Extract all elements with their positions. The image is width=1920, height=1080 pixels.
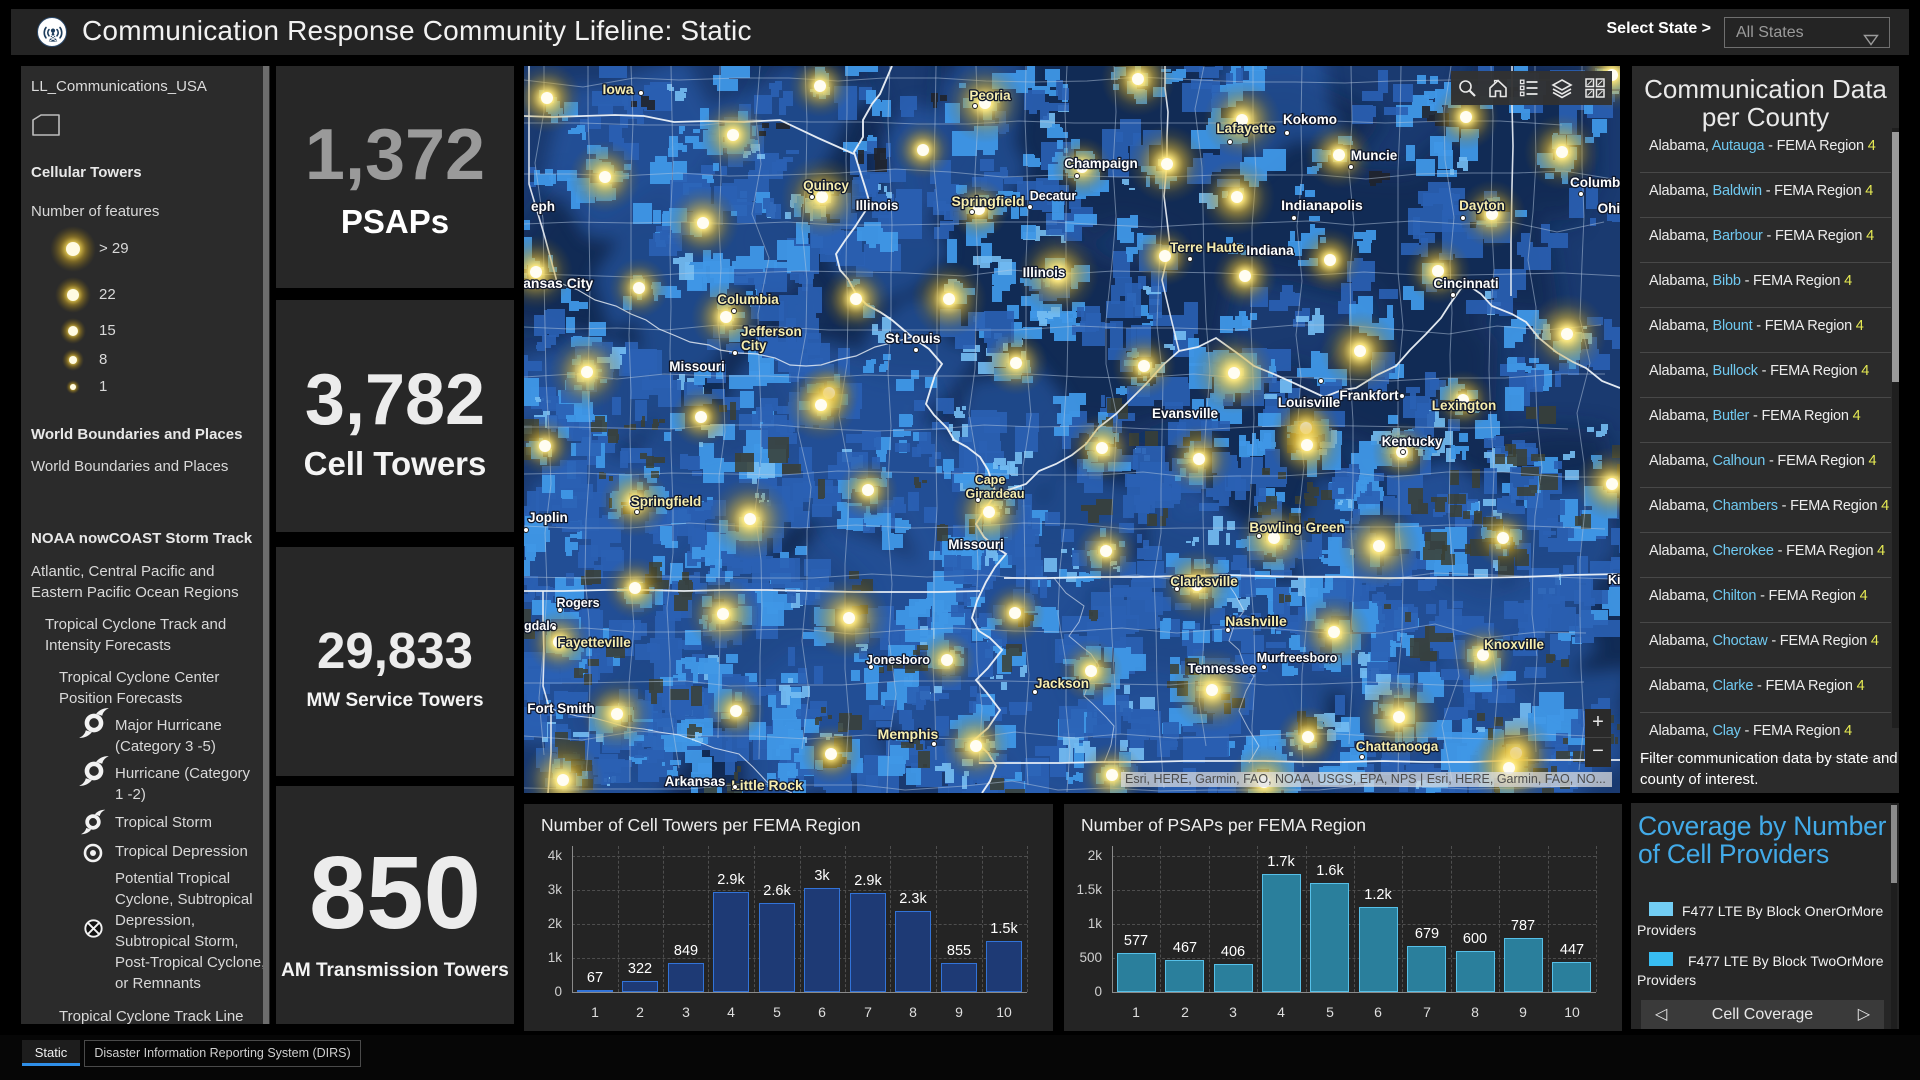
- svg-text:Iowa: Iowa: [602, 81, 633, 97]
- svg-text:eph: eph: [531, 199, 555, 214]
- svg-text:Arkansas: Arkansas: [665, 774, 726, 789]
- svg-text:Missouri: Missouri: [669, 359, 725, 374]
- svg-text:Indiana: Indiana: [1246, 243, 1294, 258]
- svg-text:Missouri: Missouri: [948, 537, 1004, 552]
- svg-text:Fayetteville: Fayetteville: [557, 635, 631, 650]
- svg-text:Kansas City: Kansas City: [524, 275, 593, 291]
- svg-text:Muncie: Muncie: [1351, 148, 1398, 163]
- svg-text:Columbus: Columbus: [1570, 175, 1620, 190]
- svg-text:Kentucky: Kentucky: [1382, 434, 1443, 449]
- svg-text:Terre Haute: Terre Haute: [1170, 240, 1245, 255]
- svg-text:Indianapolis: Indianapolis: [1281, 197, 1363, 213]
- svg-text:Little Rock: Little Rock: [731, 777, 803, 793]
- svg-text:Cincinnati: Cincinnati: [1433, 276, 1498, 291]
- svg-text:Springfield: Springfield: [631, 494, 702, 509]
- svg-text:Ohio: Ohio: [1598, 201, 1620, 216]
- svg-text:Lexington: Lexington: [1432, 398, 1497, 413]
- svg-text:Illinois: Illinois: [856, 198, 899, 213]
- svg-text:Tennessee: Tennessee: [1188, 661, 1257, 676]
- svg-text:Bowling Green: Bowling Green: [1249, 520, 1344, 535]
- svg-text:Decatur: Decatur: [1030, 189, 1077, 203]
- svg-text:St Louis: St Louis: [885, 330, 940, 346]
- svg-text:Girardeau: Girardeau: [965, 487, 1024, 501]
- svg-text:Jonesboro: Jonesboro: [866, 653, 930, 667]
- svg-text:Kingsp: Kingsp: [1608, 573, 1620, 587]
- svg-text:gdale: gdale: [524, 619, 557, 633]
- svg-text:Memphis: Memphis: [878, 726, 939, 742]
- svg-text:Chattanooga: Chattanooga: [1356, 739, 1439, 754]
- svg-text:Lafayette: Lafayette: [1216, 121, 1276, 136]
- svg-text:Jackson: Jackson: [1035, 676, 1089, 691]
- svg-text:Columbia: Columbia: [717, 292, 779, 307]
- svg-text:Murfreesboro: Murfreesboro: [1257, 651, 1338, 665]
- svg-text:Jefferson: Jefferson: [741, 324, 802, 339]
- svg-text:City: City: [741, 338, 767, 353]
- svg-text:Illinois: Illinois: [1023, 265, 1066, 280]
- svg-text:Rogers: Rogers: [556, 596, 599, 610]
- svg-text:Kokomo: Kokomo: [1283, 112, 1337, 127]
- svg-text:Nashville: Nashville: [1225, 613, 1287, 629]
- svg-text:Champaign: Champaign: [1064, 156, 1138, 171]
- svg-text:Knoxville: Knoxville: [1484, 637, 1545, 652]
- svg-text:Peoria: Peoria: [969, 88, 1011, 103]
- svg-text:Clarksville: Clarksville: [1170, 574, 1238, 589]
- svg-text:Evansville: Evansville: [1152, 406, 1219, 421]
- svg-text:Dayton: Dayton: [1459, 198, 1505, 213]
- svg-text:Frankfort: Frankfort: [1339, 388, 1399, 403]
- svg-text:Louisville: Louisville: [1278, 395, 1341, 410]
- svg-text:Quincy: Quincy: [803, 178, 849, 193]
- svg-text:Joplin: Joplin: [528, 510, 568, 525]
- svg-text:Fort Smith: Fort Smith: [527, 701, 595, 716]
- svg-text:Cape: Cape: [975, 473, 1006, 487]
- svg-text:Springfield: Springfield: [951, 193, 1024, 209]
